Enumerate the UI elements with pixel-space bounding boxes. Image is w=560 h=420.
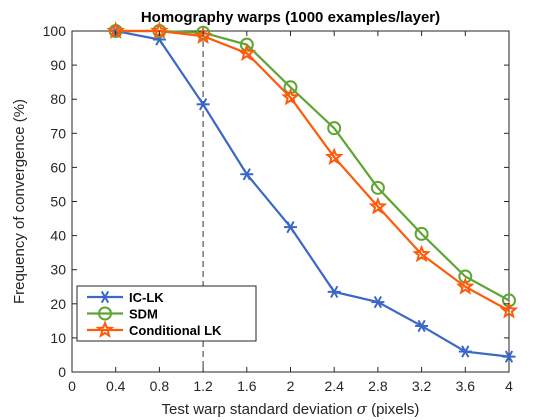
data-point (458, 345, 472, 358)
y-tick-label: 80 (50, 91, 66, 107)
series-line (115, 29, 510, 358)
chart-title: Homography warps (1000 examples/layer) (141, 9, 440, 26)
x-tick-label: 1.6 (237, 378, 257, 394)
data-point (327, 121, 342, 136)
series-sdm (108, 24, 516, 308)
y-tick-label: 90 (50, 57, 66, 73)
data-point (281, 87, 300, 106)
legend-marker (95, 320, 115, 338)
data-point (371, 295, 385, 309)
marker-stroke (330, 285, 339, 298)
y-tick-label: 100 (43, 23, 67, 39)
marker-stroke (100, 290, 110, 304)
y-tick-label: 40 (50, 228, 66, 244)
x-tick-label: 3.2 (412, 378, 432, 394)
marker-stroke (242, 168, 251, 181)
data-point (239, 37, 254, 52)
data-point (368, 196, 388, 215)
y-tick-label: 50 (50, 194, 66, 210)
x-tick-label: 2 (287, 378, 295, 394)
marker-stroke (504, 350, 514, 363)
data-point (240, 168, 254, 181)
data-point (415, 319, 429, 333)
series-line (115, 29, 510, 312)
marker-stroke (286, 220, 295, 234)
x-tick-label: 3.6 (456, 378, 476, 394)
marker-stroke (461, 345, 470, 358)
y-tick-label: 0 (58, 364, 66, 380)
legend-marker (98, 290, 112, 304)
data-point (502, 350, 516, 363)
y-axis-label: Frequency of convergence (%) (11, 99, 28, 304)
data-point (284, 220, 297, 234)
data-point (327, 285, 341, 298)
marker-stroke (417, 319, 426, 333)
series-line (115, 29, 510, 302)
x-tick-label: 4 (505, 378, 513, 394)
plot-area (71, 21, 519, 373)
marker-stroke (198, 98, 208, 111)
x-axis-label-prefix: Test warp standard deviation (162, 401, 357, 418)
data-point (196, 98, 210, 111)
y-tick-label: 30 (50, 262, 66, 278)
y-tick-label: 70 (50, 125, 66, 141)
data-point (237, 43, 257, 62)
x-tick-label: 0.4 (106, 378, 126, 394)
x-axis-label: Test warp standard deviation σ (pixels) (162, 400, 420, 418)
legend-marker (98, 306, 112, 321)
legend-label: SDM (129, 307, 158, 322)
data-point (414, 226, 429, 241)
x-tick-label: 0 (68, 378, 76, 394)
x-axis-label-suffix: (pixels) (367, 401, 420, 418)
y-tick-label: 20 (50, 296, 66, 312)
y-axis-ticks: 0 10 20 30 40 50 60 70 80 90 100 (43, 23, 509, 380)
data-point (193, 26, 213, 45)
series-conditional-lk (106, 21, 519, 319)
x-tick-label: 2.8 (368, 378, 388, 394)
data-point (455, 276, 475, 295)
data-point (370, 180, 385, 195)
data-point (412, 244, 431, 263)
marker-stroke (373, 295, 383, 309)
y-tick-label: 10 (50, 330, 66, 346)
x-axis-label-symbol: σ (357, 400, 368, 418)
x-tick-label: 1.2 (193, 378, 213, 394)
x-tick-label: 0.8 (150, 378, 170, 394)
y-tick-label: 60 (50, 159, 66, 175)
data-point (499, 300, 519, 319)
legend-label: IC-LK (129, 290, 164, 305)
legend-label: Conditional LK (129, 323, 222, 338)
data-point (324, 147, 344, 166)
x-axis-ticks: 0 0.4 0.8 1.2 1.6 2 2.4 2.8 3.2 3.6 4 (68, 31, 513, 394)
x-tick-label: 2.4 (324, 378, 344, 394)
